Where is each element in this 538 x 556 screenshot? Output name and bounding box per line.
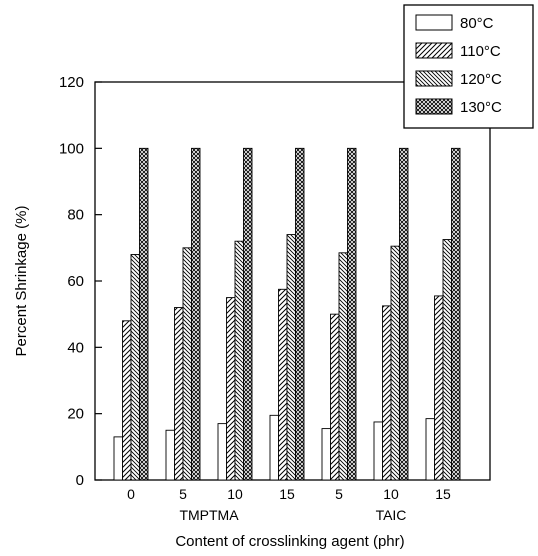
bar-130C-4 — [347, 147, 357, 481]
legend-swatch — [415, 42, 453, 59]
x-axis: 0 5 10 15 5 10 15 TMPTMA TAIC — [127, 486, 451, 523]
bar-80C-4 — [321, 428, 331, 481]
bar-80C-6 — [425, 418, 435, 481]
legend-label: 130°C — [460, 99, 502, 116]
bar-130C-1 — [191, 147, 201, 481]
legend: 80°C 110°C 120°C 130°C — [403, 4, 534, 129]
legend-swatch — [415, 14, 453, 31]
y-axis-title: Percent Shrinkage (%) — [13, 206, 30, 357]
x-group-label: TMPTMA — [179, 507, 239, 523]
bar-120C-2 — [234, 240, 244, 481]
bar-80C-1 — [165, 429, 175, 481]
x-tick-label: 5 — [335, 486, 343, 502]
legend-label: 120°C — [460, 71, 502, 88]
x-tick-label: 15 — [435, 486, 451, 502]
y-tick-label: 120 — [59, 74, 84, 91]
bar-120C-4 — [338, 252, 348, 481]
x-group-label: TAIC — [376, 507, 407, 523]
bar-110C-4 — [330, 313, 340, 481]
bar-110C-1 — [174, 307, 184, 481]
bar-120C-1 — [182, 247, 192, 481]
y-tick-label: 20 — [67, 406, 84, 423]
x-axis-title: Content of crosslinking agent (phr) — [175, 533, 404, 550]
bars — [113, 147, 461, 481]
legend-swatch — [415, 98, 453, 115]
bar-120C-3 — [286, 234, 296, 481]
x-tick-label: 5 — [179, 486, 187, 502]
x-tick-label: 10 — [227, 486, 243, 502]
legend-label: 80°C — [460, 15, 494, 32]
y-tick-label: 0 — [76, 472, 84, 489]
y-tick-label: 80 — [67, 207, 84, 224]
bar-120C-5 — [390, 245, 400, 481]
y-tick-label: 100 — [59, 140, 84, 157]
bar-130C-0 — [139, 147, 149, 481]
bar-80C-3 — [269, 414, 279, 481]
bar-80C-5 — [373, 421, 383, 481]
bar-120C-6 — [442, 239, 452, 481]
x-tick-label: 0 — [127, 486, 135, 502]
bar-130C-6 — [451, 147, 461, 481]
y-axis: 0 20 40 60 80 100 120 — [59, 74, 102, 489]
bar-110C-3 — [278, 288, 288, 481]
bar-110C-0 — [122, 320, 132, 481]
bar-80C-2 — [217, 423, 227, 481]
bar-110C-5 — [382, 305, 392, 481]
x-tick-label: 10 — [383, 486, 399, 502]
bar-130C-3 — [295, 147, 305, 481]
bar-110C-2 — [226, 297, 236, 481]
x-tick-label: 15 — [279, 486, 295, 502]
legend-label: 110°C — [460, 43, 501, 60]
bar-130C-5 — [399, 147, 409, 481]
bar-130C-2 — [243, 147, 253, 481]
y-tick-label: 40 — [67, 339, 84, 356]
bar-80C-0 — [113, 436, 123, 481]
bar-120C-0 — [130, 254, 140, 481]
bar-110C-6 — [434, 295, 444, 481]
y-tick-label: 60 — [67, 273, 84, 290]
legend-swatch — [415, 70, 453, 87]
